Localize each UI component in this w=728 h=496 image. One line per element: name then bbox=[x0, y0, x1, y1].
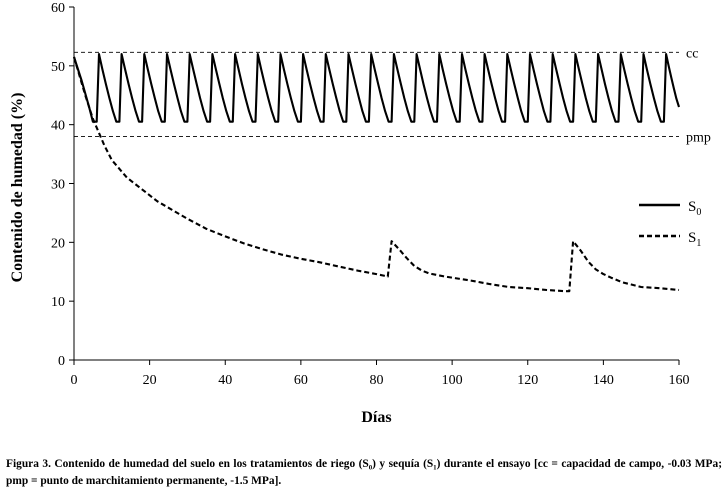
x-tick-label: 100 bbox=[442, 373, 463, 388]
x-tick-label: 120 bbox=[517, 373, 538, 388]
x-tick-label: 60 bbox=[294, 373, 308, 388]
x-tick-label: 0 bbox=[71, 373, 78, 388]
series-layer bbox=[72, 53, 681, 293]
y-tick-label: 40 bbox=[51, 119, 65, 134]
x-axis-title: Días bbox=[361, 409, 391, 426]
reference-label-pmp: pmp bbox=[686, 130, 711, 145]
y-axis-title: Contenido de humedad (%) bbox=[9, 93, 26, 283]
x-tick-label: 80 bbox=[370, 373, 384, 388]
x-tick-label: 20 bbox=[143, 373, 157, 388]
reference-label-cc: cc bbox=[686, 46, 698, 61]
y-axis-ticks: 0 10 20 30 40 50 60 bbox=[51, 1, 74, 369]
legend-label-s1: S1 bbox=[688, 230, 701, 249]
y-tick-label: 60 bbox=[51, 1, 65, 16]
reference-lines: cc pmp bbox=[74, 46, 711, 145]
x-tick-label: 160 bbox=[669, 373, 690, 388]
x-axis-ticks: 0 20 40 60 80 100 120 140 160 bbox=[71, 360, 690, 388]
legend-label-s0: S0 bbox=[688, 199, 701, 218]
series-line-s1 bbox=[72, 56, 680, 293]
x-tick-label: 140 bbox=[593, 373, 614, 388]
y-tick-label: 30 bbox=[51, 178, 65, 193]
y-tick-label: 50 bbox=[51, 60, 65, 75]
chart-svg: 0 10 20 30 40 50 60 0 20 40 60 80 100 120 140 160 cc pm… bbox=[9, 1, 711, 426]
y-tick-label: 0 bbox=[58, 354, 65, 369]
y-tick-label: 10 bbox=[51, 295, 65, 310]
legend: S0 S1 bbox=[639, 199, 701, 249]
figure-caption: Figura 3. Contenido de humedad del suelo… bbox=[6, 458, 722, 487]
x-tick-label: 40 bbox=[218, 373, 232, 388]
series-line-s0 bbox=[73, 53, 681, 123]
y-tick-label: 20 bbox=[51, 236, 65, 251]
